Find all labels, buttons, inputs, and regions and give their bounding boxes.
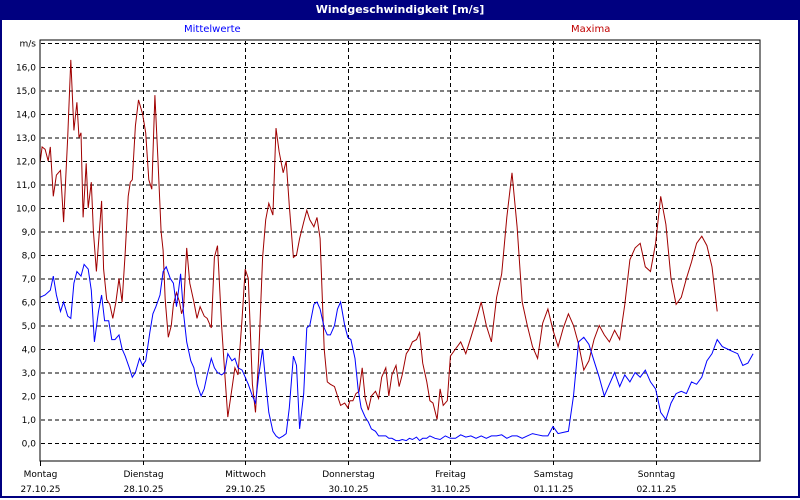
mean-line <box>39 263 754 442</box>
y-tick-label: 5,0 <box>22 322 37 332</box>
x-date-label: 29.10.25 <box>225 485 265 495</box>
y-tick-label: 8,0 <box>22 252 37 262</box>
legend-mean: Mittelwerte <box>184 24 241 35</box>
plot-area-border <box>39 39 761 462</box>
y-tick-label: 2,0 <box>22 393 37 403</box>
x-date-label: 28.10.25 <box>123 485 163 495</box>
y-tick-label: 13,0 <box>16 134 36 144</box>
y-tick-label: 15,0 <box>16 87 36 97</box>
y-tick-label: 7,0 <box>22 275 37 285</box>
x-date-label: 02.11.25 <box>636 485 676 495</box>
x-day-label: Samstag <box>534 470 573 480</box>
y-tick-label: 3,0 <box>22 369 37 379</box>
x-date-label: 31.10.25 <box>430 485 470 495</box>
y-tick-label: 1,0 <box>22 416 37 426</box>
y-axis: 0,0 1,0 2,0 3,0 4,0 5,0 6,0 7,0 8,0 9,0 10,0 11,0 12… <box>16 40 36 450</box>
maxima-line <box>39 59 718 420</box>
y-tick-label: 14,0 <box>16 111 36 121</box>
y-tick-label: 16,0 <box>16 64 36 74</box>
x-day-label: Montag <box>24 470 58 480</box>
x-day-label: Sonntag <box>638 470 675 480</box>
x-day-label: Donnerstag <box>322 470 375 480</box>
x-date-label: 30.10.25 <box>328 485 368 495</box>
y-tick-label: 0,0 <box>22 440 37 450</box>
x-date-label: 27.10.25 <box>20 485 60 495</box>
legend-max: Maxima <box>571 24 611 35</box>
y-tick-label: 10,0 <box>16 205 36 215</box>
x-axis: Montag 27.10.25 Dienstag 28.10.25 Mittwoch 29… <box>20 470 676 495</box>
y-unit-label: m/s <box>20 40 37 50</box>
y-tick-label: 6,0 <box>22 299 37 309</box>
y-tick-label: 11,0 <box>16 181 36 191</box>
chart-title: Windgeschwindigkeit [m/s] <box>0 0 800 20</box>
x-day-label: Freitag <box>435 470 466 480</box>
y-tick-label: 4,0 <box>22 346 37 356</box>
y-tick-label: 9,0 <box>22 228 37 238</box>
grid-lines <box>40 41 759 466</box>
x-day-label: Mittwoch <box>225 470 266 480</box>
x-date-label: 01.11.25 <box>533 485 573 495</box>
y-tick-label: 12,0 <box>16 158 36 168</box>
x-day-label: Dienstag <box>123 470 163 480</box>
